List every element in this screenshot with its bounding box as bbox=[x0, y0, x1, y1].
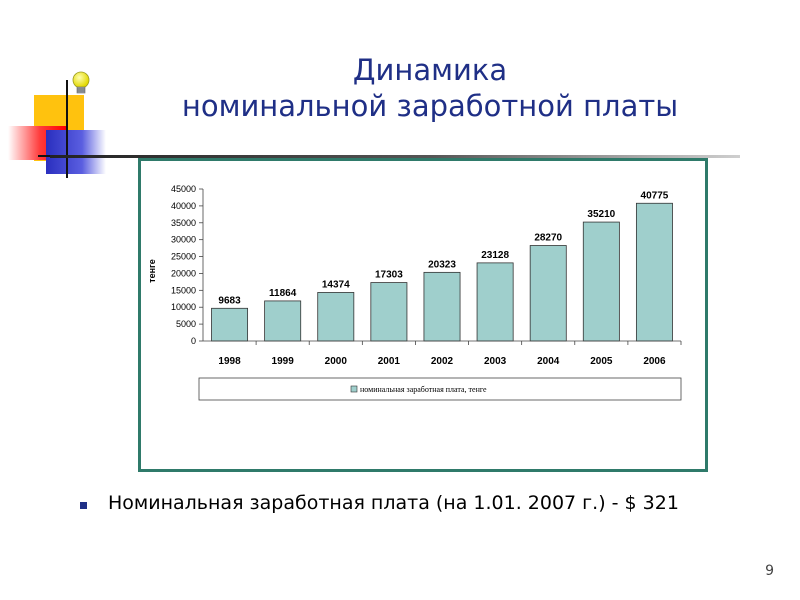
x-tick-label-2005: 2005 bbox=[590, 356, 613, 367]
legend-box bbox=[198, 377, 682, 401]
bar-2000 bbox=[317, 292, 355, 342]
title-underline bbox=[50, 155, 740, 158]
chart-frame: 0 5000 10000 15000 20000 25000 30000 35000 40000… bbox=[138, 158, 708, 472]
legend-swatch bbox=[350, 385, 358, 393]
data-label-1998: 9683 bbox=[218, 295, 241, 306]
y-tick-label: 45000 bbox=[171, 184, 196, 194]
y-tick-label: 35000 bbox=[171, 218, 196, 228]
x-tick-label-2002: 2002 bbox=[431, 356, 454, 367]
x-tick-label-1999: 1999 bbox=[272, 356, 295, 367]
data-label-2000: 14374 bbox=[322, 279, 350, 290]
data-label-2002: 20323 bbox=[428, 259, 456, 270]
title-line-1: Динамика bbox=[352, 53, 508, 87]
y-tick-label: 15000 bbox=[171, 285, 196, 295]
x-tick-label-2001: 2001 bbox=[378, 356, 401, 367]
data-label-2001: 17303 bbox=[375, 270, 403, 281]
page-title: Динамика номинальной заработной платы bbox=[120, 52, 740, 124]
page-number: 9 bbox=[765, 563, 774, 579]
bars: 9683 11864 14374 17303 20323 23128 28270 35210 4… bbox=[211, 190, 673, 342]
bar-2004 bbox=[529, 245, 567, 342]
bar-chart: 0 5000 10000 15000 20000 25000 30000 35000 40000… bbox=[147, 184, 682, 401]
x-tick-label-2006: 2006 bbox=[643, 356, 666, 367]
x-tick-label-2004: 2004 bbox=[537, 356, 560, 367]
bar-2003 bbox=[476, 262, 514, 342]
data-label-2004: 28270 bbox=[534, 233, 562, 244]
data-label-2005: 35210 bbox=[587, 209, 615, 220]
y-tick-label: 40000 bbox=[171, 201, 196, 211]
bullet-text: Номинальная заработная плата (на 1.01. 2… bbox=[108, 492, 679, 514]
y-tick-label: 30000 bbox=[171, 235, 196, 245]
x-tick-label-2003: 2003 bbox=[484, 356, 507, 367]
decor-vertical-line bbox=[66, 80, 68, 178]
x-axis: 1998 1999 2000 2001 2002 2003 2004 2005 2006 bbox=[203, 340, 682, 367]
bar-2005 bbox=[582, 221, 620, 342]
data-label-2006: 40775 bbox=[641, 190, 669, 201]
title-line-2: номинальной заработной платы bbox=[181, 89, 679, 123]
legend-label: номинальная заработная плата, тенге bbox=[360, 385, 487, 394]
y-tick-label: 0 bbox=[191, 336, 196, 346]
x-tick-label-2000: 2000 bbox=[325, 356, 348, 367]
y-axis: 0 5000 10000 15000 20000 25000 30000 35000 40000… bbox=[171, 184, 204, 346]
bar-2006 bbox=[635, 202, 673, 342]
bar-2001 bbox=[370, 282, 408, 342]
bullet-marker bbox=[80, 502, 87, 509]
y-tick-label: 20000 bbox=[171, 268, 196, 278]
y-axis-label: тенге bbox=[147, 259, 157, 283]
y-tick-label: 25000 bbox=[171, 252, 196, 262]
data-label-1999: 11864 bbox=[269, 288, 297, 299]
x-tick-label-1998: 1998 bbox=[218, 356, 241, 367]
bar-1998 bbox=[211, 307, 249, 342]
lightbulb-icon bbox=[72, 71, 90, 94]
y-tick-label: 5000 bbox=[176, 319, 196, 329]
decor-blue-block bbox=[46, 130, 106, 174]
bar-1999 bbox=[264, 300, 302, 342]
y-tick-label: 10000 bbox=[171, 302, 196, 312]
bar-2002 bbox=[423, 271, 461, 342]
data-label-2003: 23128 bbox=[481, 250, 509, 261]
legend: номинальная заработная плата, тенге bbox=[198, 377, 682, 401]
